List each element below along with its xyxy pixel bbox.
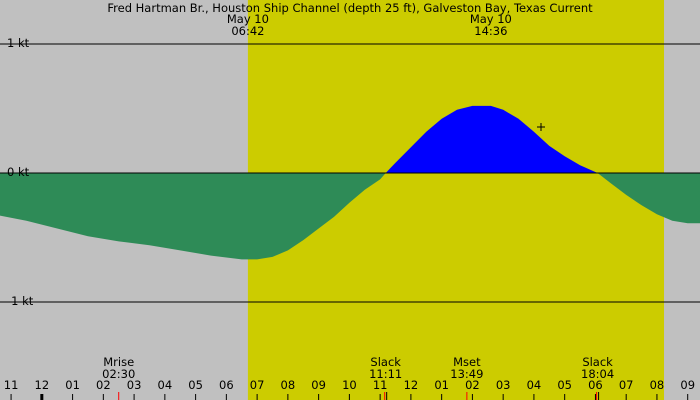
x-tick-label: 03: [127, 378, 142, 392]
flood-current-area: [385, 105, 598, 173]
x-tick-label: 03: [496, 378, 511, 392]
x-tick-label: 12: [404, 378, 419, 392]
ebb-current-area: [0, 173, 700, 260]
x-tick-label: 11: [4, 378, 19, 392]
x-tick-label: 07: [250, 378, 265, 392]
x-tick-label: 02: [96, 378, 111, 392]
x-tick-label: 06: [588, 378, 603, 392]
event-time-label: 14:36: [474, 24, 507, 38]
event-date-label: May 10: [227, 12, 269, 26]
x-tick-label: 11: [373, 378, 388, 392]
event-time-label: 13:49: [450, 367, 483, 381]
event-name-label: Mrise: [103, 355, 134, 369]
event-name-label: Slack: [370, 355, 401, 369]
x-tick-label: 05: [557, 378, 572, 392]
x-tick-label: 01: [65, 378, 80, 392]
y-tick-label: 1 kt: [7, 36, 30, 50]
event-time-label: 11:11: [369, 367, 402, 381]
x-tick-label: 04: [527, 378, 542, 392]
x-tick-label: 08: [650, 378, 665, 392]
x-tick-label: 09: [311, 378, 326, 392]
max-flood-marker: [537, 123, 545, 131]
x-tick-label: 12: [35, 378, 50, 392]
x-tick-label: 07: [619, 378, 634, 392]
current-area-layer: [0, 105, 700, 260]
y-tick-label: 0 kt: [7, 165, 30, 179]
x-tick-label: 06: [219, 378, 234, 392]
x-tick-label: 09: [680, 378, 695, 392]
event-time-label: 18:04: [581, 367, 614, 381]
event-name-label: Mset: [453, 355, 481, 369]
x-tick-label: 01: [434, 378, 449, 392]
x-tick-label: 10: [342, 378, 357, 392]
grid-layer: 1 kt 0 kt -1 kt: [0, 36, 700, 308]
x-tick-label: 02: [465, 378, 480, 392]
event-date-label: May 10: [470, 12, 512, 26]
x-tick-label: 08: [281, 378, 296, 392]
event-time-label: 06:42: [231, 24, 264, 38]
y-tick-label: -1 kt: [7, 294, 34, 308]
event-time-label: 02:30: [102, 367, 135, 381]
event-name-label: Slack: [582, 355, 613, 369]
chart-title: Fred Hartman Br., Houston Ship Channel (…: [107, 1, 593, 15]
x-tick-label: 05: [188, 378, 203, 392]
x-axis-ticks: 11 12 01 02 03 04 05 06 07 08 09 10 11 12 01 02 03 04 05 06…: [4, 378, 695, 400]
x-tick-label: 04: [158, 378, 173, 392]
